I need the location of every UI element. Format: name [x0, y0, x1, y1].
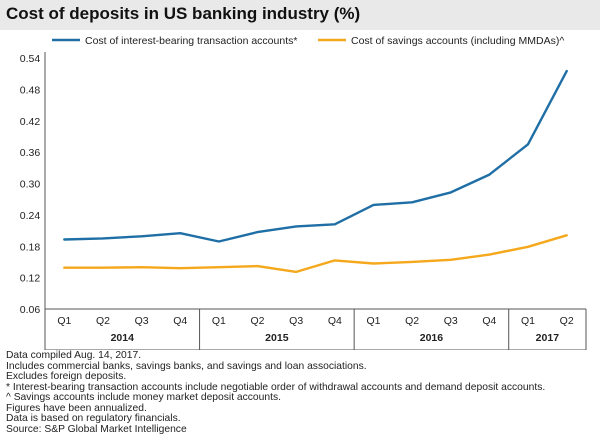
data-point: [295, 225, 297, 228]
data-point: [140, 266, 143, 268]
data-point: [488, 253, 491, 256]
data-point: [565, 234, 568, 237]
y-tick-label: 0.30: [20, 179, 41, 191]
y-tick-label: 0.48: [20, 84, 41, 96]
data-point: [449, 259, 452, 261]
note-line: Includes commercial banks, savings banks…: [6, 360, 367, 372]
data-point: [140, 235, 143, 238]
quarter-tick-label: Q2: [96, 315, 110, 327]
note-line: Excludes foreign deposits.: [6, 371, 127, 382]
y-tick-label: 0.42: [20, 116, 41, 128]
quarter-tick-label: Q2: [560, 315, 574, 327]
data-point: [334, 223, 336, 226]
quarter-tick-label: Q3: [444, 315, 458, 327]
quarter-tick-label: Q3: [289, 315, 303, 327]
data-point: [256, 231, 259, 233]
data-point: [411, 261, 413, 263]
series-line-2: [63, 234, 568, 274]
quarter-tick-label: Q1: [57, 315, 71, 327]
quarter-tick-label: Q4: [482, 315, 496, 327]
quarter-tick-label: Q2: [405, 315, 419, 327]
data-point: [63, 266, 66, 269]
y-tick-label: 0.36: [20, 147, 41, 159]
y-tick-label: 0.54: [20, 53, 41, 65]
note-line: Data compiled Aug. 14, 2017.: [6, 350, 142, 361]
quarter-tick-label: Q1: [366, 315, 380, 327]
quarter-tick-label: Q1: [521, 315, 535, 327]
data-point: [565, 70, 568, 72]
year-label: 2015: [265, 332, 289, 344]
y-tick-label: 0.18: [20, 241, 41, 253]
note-line: Figures have been annualized.: [6, 402, 147, 414]
year-label: 2014: [111, 332, 135, 344]
quarter-tick-label: Q3: [135, 315, 149, 327]
data-point: [411, 201, 413, 204]
data-point: [179, 267, 182, 270]
chart-notes: Data compiled Aug. 14, 2017. Includes co…: [6, 350, 596, 435]
quarter-tick-label: Q4: [328, 315, 342, 327]
data-point: [218, 266, 220, 268]
data-point: [256, 265, 259, 267]
data-point: [449, 191, 452, 194]
note-line: * Interest-bearing transaction accounts …: [6, 381, 546, 393]
data-point: [527, 245, 529, 248]
note-line: Data is based on regulatory financials.: [6, 413, 181, 424]
title-bar: Cost of deposits in US banking industry …: [0, 0, 600, 30]
chart-title: Cost of deposits in US banking industry …: [6, 4, 361, 23]
note-line: ^ Savings accounts include money market …: [6, 392, 281, 403]
line-chart: 0.54 0.48 0.42 0.36 0.30 0.24 0.18 0.12 0.06 2014…: [20, 35, 587, 350]
data-point: [372, 204, 375, 206]
data-point: [527, 143, 529, 146]
quarter-tick-label: Q1: [212, 315, 226, 327]
series-line-1: [63, 69, 568, 243]
data-point: [295, 271, 297, 273]
data-point: [372, 262, 375, 265]
y-tick-label: 0.12: [20, 273, 41, 285]
quarter-tick-label: Q4: [173, 315, 187, 327]
note-line: Source: S&P Global Market Intelligence: [6, 423, 187, 435]
data-point: [63, 238, 66, 241]
data-point: [218, 240, 220, 243]
y-tick-label: 0.24: [20, 210, 41, 222]
quarter-tick-label: Q2: [251, 315, 265, 327]
y-tick-label: 0.06: [20, 304, 41, 316]
data-point: [179, 232, 182, 234]
data-point: [334, 259, 336, 262]
legend-label: Cost of savings accounts (including MMDA…: [351, 35, 564, 47]
data-point: [488, 173, 491, 176]
data-point: [102, 266, 104, 269]
year-label: 2017: [536, 332, 560, 344]
year-label: 2016: [420, 332, 444, 344]
legend-label: Cost of interest-bearing transaction acc…: [85, 35, 297, 47]
data-point: [102, 237, 104, 240]
